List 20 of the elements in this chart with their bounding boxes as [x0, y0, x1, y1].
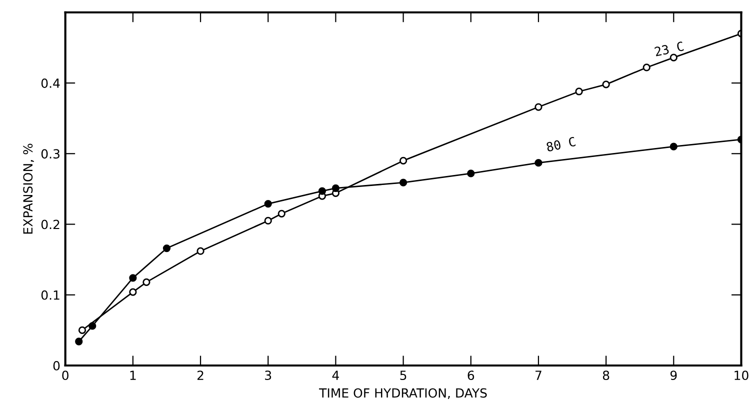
- text: 80 C: [546, 136, 576, 152]
- x-tick-label: 7: [536, 370, 542, 380]
- y-tick-label: 0.4: [41, 78, 60, 88]
- x-tick-label: 5: [400, 370, 406, 380]
- x-axis-title: TIME OF HYDRATION, DAYS: [319, 388, 487, 399]
- x-tick-label: 9: [670, 370, 677, 380]
- y-tick-label: 0.2: [41, 220, 60, 230]
- y-tick-label: 0: [53, 360, 60, 370]
- x-tick-label: 8: [602, 370, 610, 380]
- x-tick-label: 0: [62, 370, 68, 380]
- y-tick-label: 0.3: [41, 149, 60, 159]
- y-tick-label: 0.1: [41, 290, 60, 300]
- x-tick-label: 2: [197, 370, 204, 380]
- x-tick-label: 10: [734, 370, 748, 380]
- x-tick-label: 6: [468, 370, 474, 380]
- x-tick-label: 4: [332, 370, 339, 380]
- x-tick-label: 1: [130, 370, 136, 380]
- x-tick-label: 3: [265, 370, 272, 380]
- y-axis-title: EXPANSION, %: [23, 144, 34, 234]
- text: 23 C: [654, 41, 684, 56]
